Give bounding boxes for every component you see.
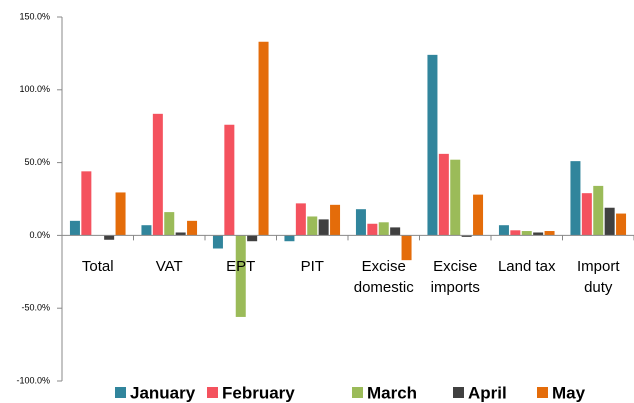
bar (330, 204, 341, 236)
bar (284, 235, 295, 242)
bar (295, 203, 306, 236)
legend-label: March (367, 383, 417, 402)
bar (115, 192, 126, 236)
bar (427, 54, 438, 236)
bar (152, 113, 163, 236)
legend-swatch (352, 387, 363, 398)
bar (104, 235, 115, 240)
legend-label: February (222, 383, 295, 402)
bar (616, 213, 627, 236)
legend-label: April (468, 383, 507, 402)
x-tick-label: Excise domestic (353, 258, 414, 296)
bar (164, 212, 175, 236)
bar (367, 223, 378, 236)
bar (378, 222, 389, 236)
y-tick-label: 50.0% (24, 157, 50, 167)
x-tick-label: PIT (300, 258, 324, 275)
bar (390, 227, 401, 236)
x-tick-label: Land tax (497, 258, 556, 275)
y-tick-label: 150.0% (19, 11, 50, 21)
y-tick-label: -100.0% (16, 375, 50, 385)
bar (521, 231, 532, 236)
legend-swatch (207, 387, 218, 398)
bar (510, 230, 521, 236)
bar (438, 153, 449, 236)
bar (461, 235, 472, 237)
bar (212, 235, 223, 249)
bar (533, 232, 544, 236)
x-tick-label: Total (81, 258, 114, 275)
bar (604, 207, 615, 236)
bar (581, 193, 592, 236)
y-tick-label: 0.0% (29, 230, 50, 240)
bar (401, 235, 412, 261)
bar (570, 161, 581, 236)
bar (258, 41, 269, 236)
bar (450, 159, 461, 236)
legend-swatch (115, 387, 126, 398)
x-tick-label: EPT (226, 258, 256, 275)
bar (498, 225, 509, 236)
x-tick-label: VAT (155, 258, 183, 275)
bar (81, 171, 92, 236)
bar (69, 220, 80, 236)
y-tick-label: 100.0% (19, 84, 50, 94)
bar (175, 232, 186, 236)
x-tick-label: Excise imports (430, 258, 480, 296)
x-tick-label: Import duty (576, 258, 620, 296)
legend-label: January (130, 383, 196, 402)
bar (141, 225, 152, 236)
bar (473, 194, 484, 236)
bar (235, 235, 246, 317)
bar (355, 209, 366, 236)
bar (593, 185, 604, 236)
bar (187, 220, 198, 236)
bar (318, 219, 329, 236)
bar (544, 231, 555, 236)
legend-swatch (453, 387, 464, 398)
legend-swatch (537, 387, 548, 398)
legend-label: May (552, 383, 586, 402)
bar (224, 124, 235, 236)
y-tick-label: -50.0% (21, 303, 50, 313)
bar (247, 235, 258, 242)
bar (307, 216, 318, 236)
